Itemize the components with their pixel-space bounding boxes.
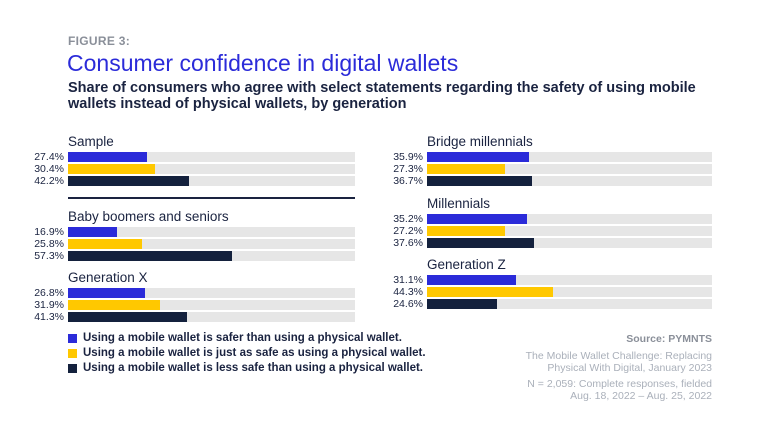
data-label: 35.2% bbox=[393, 213, 423, 225]
bar-track bbox=[68, 312, 355, 322]
bar bbox=[427, 238, 535, 248]
bar bbox=[427, 299, 498, 309]
source-line: Physical With Digital, January 2023 bbox=[547, 362, 712, 374]
bar bbox=[68, 239, 143, 249]
figure-label: FIGURE 3: bbox=[68, 34, 131, 48]
source-note: Aug. 18, 2022 – Aug. 25, 2022 bbox=[570, 390, 712, 402]
bar-track bbox=[427, 214, 712, 224]
bar bbox=[427, 226, 505, 236]
bar-track bbox=[427, 275, 712, 285]
data-label: 35.9% bbox=[393, 151, 423, 163]
bar bbox=[427, 214, 528, 224]
data-label: 36.7% bbox=[393, 175, 423, 187]
group-label: Baby boomers and seniors bbox=[68, 209, 229, 224]
bar-track bbox=[427, 152, 712, 162]
divider bbox=[68, 197, 355, 199]
bar bbox=[68, 152, 147, 162]
bar bbox=[68, 312, 187, 322]
bar-track bbox=[68, 288, 355, 298]
legend-label: Using a mobile wallet is safer than usin… bbox=[83, 332, 402, 344]
bar-track bbox=[427, 176, 712, 186]
legend-swatch bbox=[68, 333, 77, 343]
data-label: 26.8% bbox=[34, 287, 64, 299]
bar bbox=[68, 251, 233, 261]
chart-subtitle: Share of consumers who agree with select… bbox=[68, 80, 696, 112]
bar bbox=[427, 275, 516, 285]
group-label: Generation Z bbox=[427, 257, 506, 272]
bar-track bbox=[427, 164, 712, 174]
data-label: 42.2% bbox=[34, 175, 64, 187]
bar bbox=[427, 176, 532, 186]
bar-track bbox=[427, 299, 712, 309]
bar-track bbox=[68, 176, 355, 186]
bar-track bbox=[68, 251, 355, 261]
source-note: N = 2,059: Complete responses, fielded bbox=[527, 378, 712, 390]
bar bbox=[68, 176, 190, 186]
data-label: 25.8% bbox=[34, 238, 64, 250]
data-label: 27.2% bbox=[393, 225, 423, 237]
source-line: The Mobile Wallet Challenge: Replacing bbox=[525, 350, 712, 362]
bar bbox=[68, 227, 117, 237]
chart-title: Consumer confidence in digital wallets bbox=[67, 50, 459, 76]
data-label: 31.9% bbox=[34, 299, 64, 311]
group-label: Generation X bbox=[68, 270, 148, 285]
legend-item-safer: Using a mobile wallet is safer than usin… bbox=[68, 332, 402, 344]
bar-track bbox=[427, 238, 712, 248]
legend-label: Using a mobile wallet is less safe than … bbox=[83, 362, 424, 374]
bar bbox=[68, 164, 156, 174]
group-label: Sample bbox=[68, 134, 114, 149]
legend-swatch bbox=[68, 348, 77, 358]
bar bbox=[427, 164, 505, 174]
bar-track bbox=[68, 227, 355, 237]
legend-item-less-safe: Using a mobile wallet is less safe than … bbox=[68, 362, 423, 374]
data-label: 27.4% bbox=[34, 151, 64, 163]
data-label: 27.3% bbox=[393, 163, 423, 175]
data-label: 57.3% bbox=[34, 250, 64, 262]
legend-label: Using a mobile wallet is just as safe as… bbox=[83, 347, 426, 359]
legend-item-just-as-safe: Using a mobile wallet is just as safe as… bbox=[68, 347, 426, 359]
data-label: 44.3% bbox=[393, 286, 423, 298]
data-label: 16.9% bbox=[34, 226, 64, 238]
data-label: 37.6% bbox=[393, 237, 423, 249]
bar bbox=[68, 288, 145, 298]
data-label: 30.4% bbox=[34, 163, 64, 175]
source-label: Source: PYMNTS bbox=[626, 333, 712, 345]
bar bbox=[427, 287, 554, 297]
data-label: 31.1% bbox=[393, 274, 423, 286]
bar-track bbox=[68, 164, 355, 174]
bar bbox=[427, 152, 530, 162]
bar-track bbox=[68, 239, 355, 249]
group-label: Bridge millennials bbox=[427, 134, 533, 149]
bar-track bbox=[68, 300, 355, 310]
bar-track bbox=[68, 152, 355, 162]
bar-track bbox=[427, 287, 712, 297]
group-label: Millennials bbox=[427, 196, 491, 211]
data-label: 24.6% bbox=[393, 298, 423, 310]
bar-track bbox=[427, 226, 712, 236]
bar bbox=[68, 300, 160, 310]
data-label: 41.3% bbox=[34, 311, 64, 323]
legend-swatch bbox=[68, 363, 77, 373]
